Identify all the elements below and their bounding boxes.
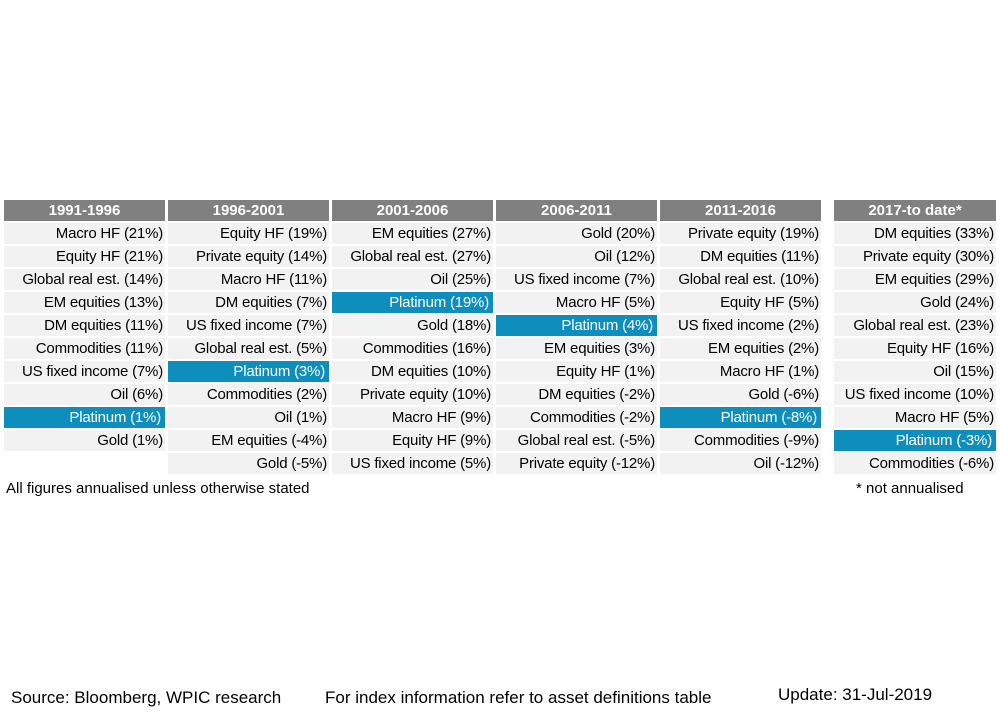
table-cell: DM equities (33%) [834,223,996,244]
table-cell: Global real est. (5%) [168,338,329,359]
column-header: 2017-to date* [834,200,996,221]
table-cell: EM equities (27%) [332,223,493,244]
table-cell: EM equities (13%) [4,292,165,313]
highlighted-cell: Platinum (-3%) [834,430,996,451]
annualised-note: All figures annualised unless otherwise … [6,480,310,497]
table-cell: Commodities (11%) [4,338,165,359]
column-0: 1991-1996 Macro HF (21%) Equity HF (21%) Gl… [4,200,165,453]
table-cell: Gold (24%) [834,292,996,313]
column-4: 2011-2016 Private equity (19%) DM equities… [660,200,821,476]
table-cell: Oil (25%) [332,269,493,290]
table-cell: Equity HF (5%) [660,292,821,313]
table-cell: Commodities (-6%) [834,453,996,474]
column-1: 1996-2001 Equity HF (19%) Private equity (… [168,200,329,476]
table-cell: Oil (6%) [4,384,165,405]
column-header: 2001-2006 [332,200,493,221]
table-cell: US fixed income (7%) [496,269,657,290]
update-date: Update: 31-Jul-2019 [778,685,933,704]
table-cell: Gold (20%) [496,223,657,244]
table-cell: Global real est. (10%) [660,269,821,290]
highlighted-cell: Platinum (4%) [496,315,657,336]
table-cell: Commodities (-2%) [496,407,657,428]
table-cell: DM equities (11%) [4,315,165,336]
table-cell: Macro HF (1%) [660,361,821,382]
table-cell: Gold (-5%) [168,453,329,474]
table-cell: Commodities (2%) [168,384,329,405]
table-cell: Gold (1%) [4,430,165,451]
column-header: 1996-2001 [168,200,329,221]
table-cell: Private equity (30%) [834,246,996,267]
table-cell: Macro HF (5%) [834,407,996,428]
table-cell: Private equity (10%) [332,384,493,405]
table-cell: Commodities (16%) [332,338,493,359]
highlighted-cell: Platinum (1%) [4,407,165,428]
table-cell: US fixed income (5%) [332,453,493,474]
column-header: 1991-1996 [4,200,165,221]
table-cell: Private equity (19%) [660,223,821,244]
column-5: 2017-to date* DM equities (33%) Private eq… [834,200,996,476]
table-cell: EM equities (-4%) [168,430,329,451]
table-cell: Gold (18%) [332,315,493,336]
index-info-note: For index information refer to asset def… [325,688,712,707]
table-cell: Private equity (-12%) [496,453,657,474]
column-header: 2006-2011 [496,200,657,221]
table-cell: Global real est. (27%) [332,246,493,267]
table-cell: DM equities (11%) [660,246,821,267]
column-header: 2011-2016 [660,200,821,221]
highlighted-cell: Platinum (-8%) [660,407,821,428]
table-cell: Macro HF (11%) [168,269,329,290]
table-cell: Equity HF (16%) [834,338,996,359]
table-cell: Global real est. (14%) [4,269,165,290]
table-cell: Oil (15%) [834,361,996,382]
table-cell: US fixed income (10%) [834,384,996,405]
table-cell: US fixed income (7%) [168,315,329,336]
source-note: Source: Bloomberg, WPIC research [11,688,282,707]
table-cell: US fixed income (7%) [4,361,165,382]
table-cell: DM equities (10%) [332,361,493,382]
table-cell: US fixed income (2%) [660,315,821,336]
highlighted-cell: Platinum (19%) [332,292,493,313]
table-cell: Global real est. (23%) [834,315,996,336]
table-cell: Equity HF (21%) [4,246,165,267]
table-cell: Macro HF (5%) [496,292,657,313]
highlighted-cell: Platinum (3%) [168,361,329,382]
table-cell: EM equities (29%) [834,269,996,290]
table-cell: Global real est. (-5%) [496,430,657,451]
table-cell: Equity HF (1%) [496,361,657,382]
column-3: 2006-2011 Gold (20%) Oil (12%) US fixed inc… [496,200,657,476]
table-cell: Macro HF (9%) [332,407,493,428]
table-cell: EM equities (2%) [660,338,821,359]
table-cell: EM equities (3%) [496,338,657,359]
table-cell: Oil (1%) [168,407,329,428]
not-annualised-note: * not annualised [856,480,964,497]
table-cell: Equity HF (9%) [332,430,493,451]
table-cell: DM equities (7%) [168,292,329,313]
table-cell: DM equities (-2%) [496,384,657,405]
table-cell: Oil (-12%) [660,453,821,474]
table-cell: Macro HF (21%) [4,223,165,244]
column-2: 2001-2006 EM equities (27%) Global real es… [332,200,493,476]
table-cell: Private equity (14%) [168,246,329,267]
table-cell: Gold (-6%) [660,384,821,405]
table-cell: Commodities (-9%) [660,430,821,451]
table-cell: Oil (12%) [496,246,657,267]
table-cell: Equity HF (19%) [168,223,329,244]
